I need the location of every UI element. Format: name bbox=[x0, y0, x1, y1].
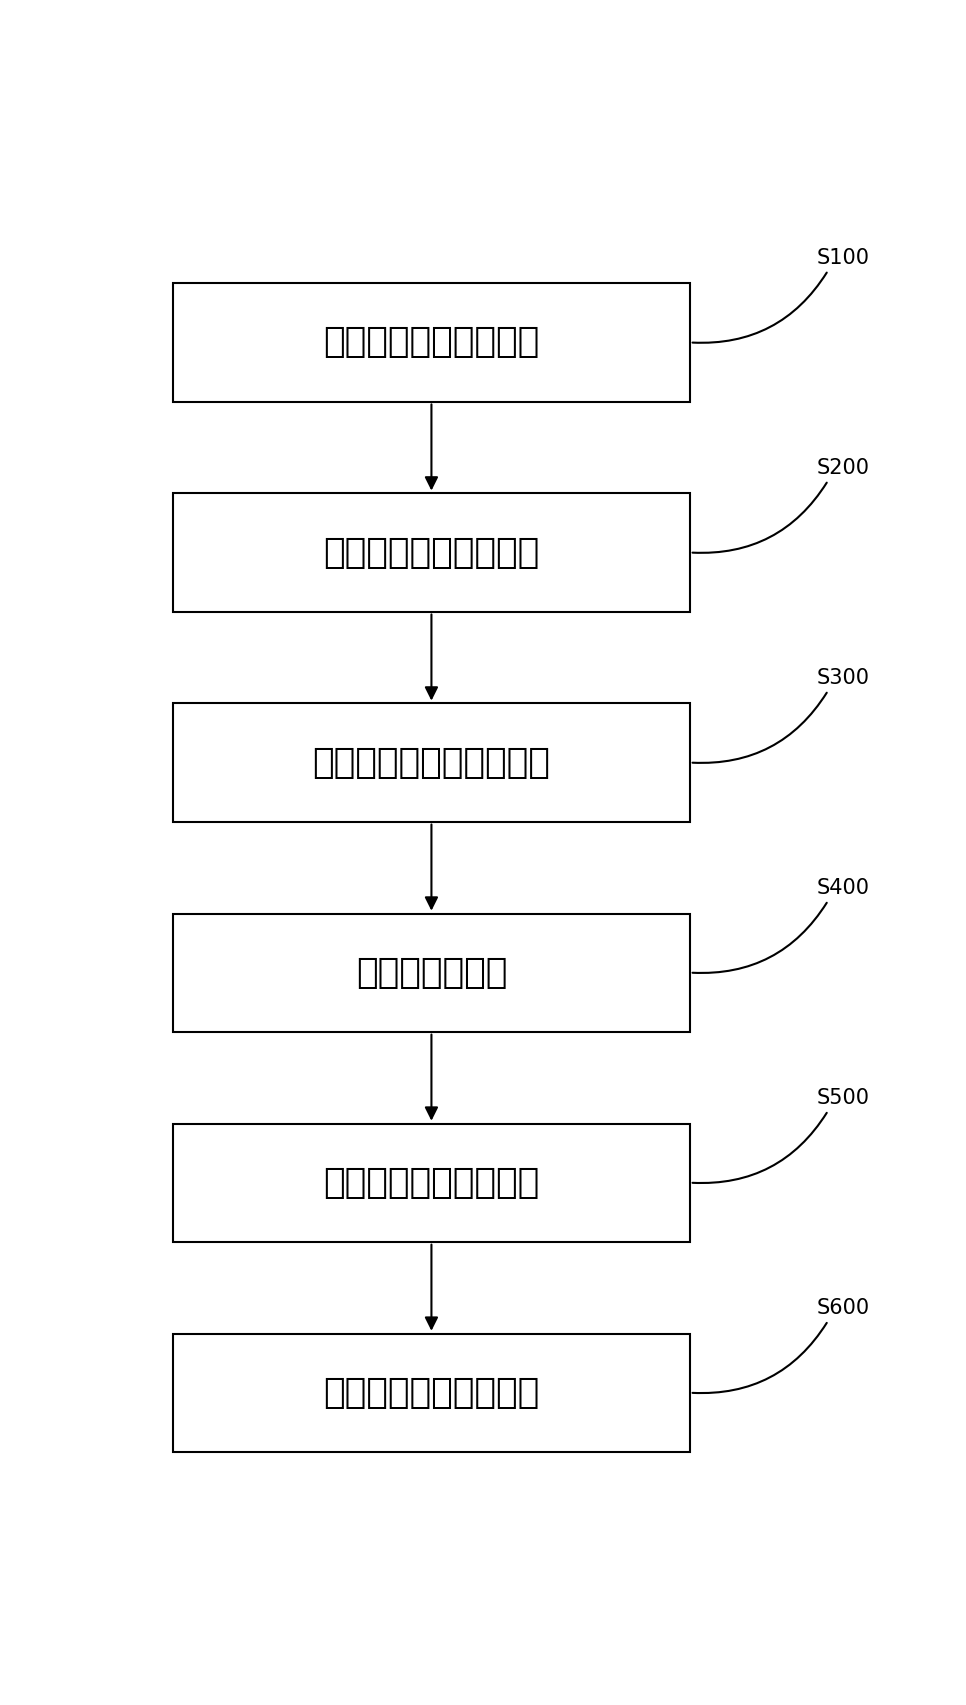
Text: S300: S300 bbox=[817, 668, 870, 687]
Text: S400: S400 bbox=[817, 878, 870, 899]
Text: 待校验基站经纬度测算: 待校验基站经纬度测算 bbox=[324, 1166, 540, 1200]
FancyBboxPatch shape bbox=[173, 914, 690, 1032]
FancyBboxPatch shape bbox=[173, 704, 690, 822]
Text: 相邻基站群修正: 相邻基站群修正 bbox=[355, 955, 507, 989]
Text: 相邻基站切换数据预处理: 相邻基站切换数据预处理 bbox=[313, 745, 551, 779]
Text: S600: S600 bbox=[817, 1298, 870, 1318]
Text: 待校验基站经纬度校正: 待校验基站经纬度校正 bbox=[324, 1376, 540, 1410]
Text: 基站切换信令清洗转换: 基站切换信令清洗转换 bbox=[324, 326, 540, 360]
FancyBboxPatch shape bbox=[173, 1333, 690, 1453]
Text: S100: S100 bbox=[817, 247, 870, 268]
Text: S500: S500 bbox=[817, 1088, 870, 1108]
Text: 相邻基站切换数据计算: 相邻基站切换数据计算 bbox=[324, 535, 540, 569]
Text: S200: S200 bbox=[817, 457, 870, 477]
FancyBboxPatch shape bbox=[173, 1124, 690, 1241]
FancyBboxPatch shape bbox=[173, 493, 690, 612]
FancyBboxPatch shape bbox=[173, 283, 690, 401]
